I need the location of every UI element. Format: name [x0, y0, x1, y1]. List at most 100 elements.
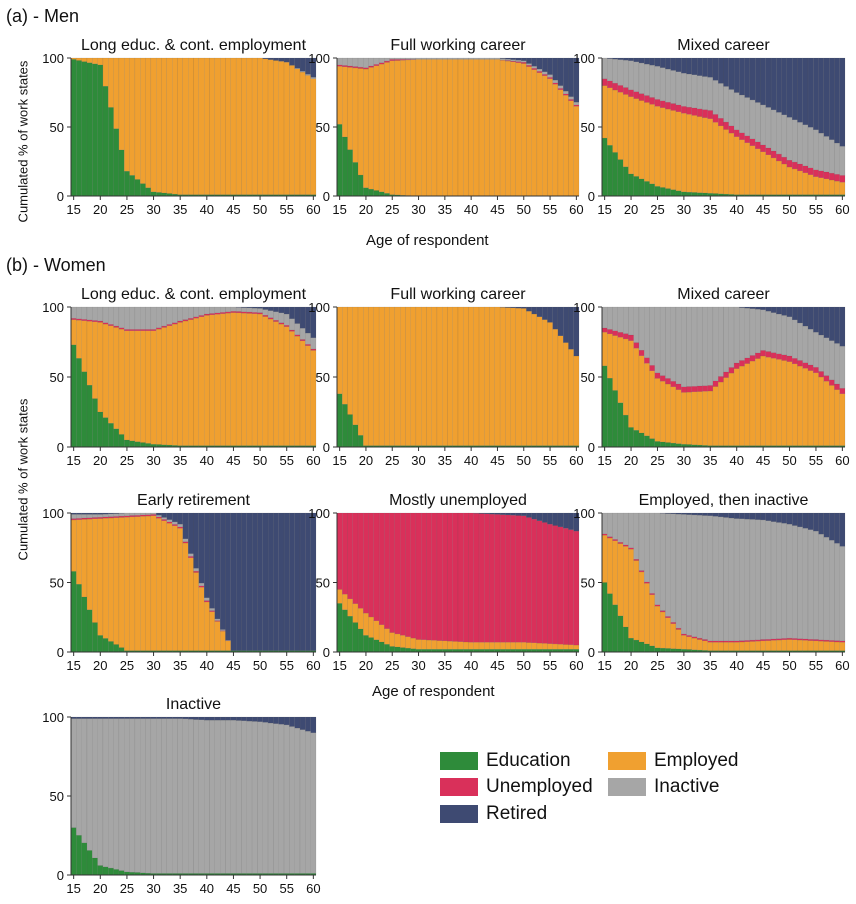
bar-segment-unemployed: [357, 512, 364, 609]
y-tick-label: 0: [57, 440, 64, 455]
x-tick-label: 50: [782, 202, 796, 217]
x-tick-label: 15: [597, 658, 611, 673]
bar-segment-employed: [499, 60, 506, 197]
bar-segment-employed: [691, 391, 698, 445]
bar-segment-inactive: [410, 57, 417, 60]
bar-segment-inactive: [802, 528, 809, 640]
bar-segment-unemployed: [797, 360, 803, 367]
bar-segment-unemployed: [161, 519, 167, 521]
bar-segment-unemployed: [755, 352, 761, 359]
bar-segment-unemployed: [707, 110, 714, 119]
bar-segment-education: [134, 179, 141, 197]
bar-segment-retired: [521, 512, 527, 516]
bar-segment-retired: [92, 512, 98, 515]
bar-segment-unemployed: [644, 95, 650, 103]
bar-segment-inactive: [839, 546, 846, 642]
bar-segment-employed: [108, 57, 114, 108]
bar-segment-inactive: [744, 307, 751, 359]
bar-segment-employed: [781, 360, 788, 446]
bar-segment-retired: [744, 57, 751, 98]
bar-segment-employed: [81, 57, 88, 62]
bar-segment-unemployed: [182, 541, 189, 544]
bar-segment-retired: [765, 306, 772, 312]
bar-segment-unemployed: [696, 637, 703, 640]
bar-segment-employed: [235, 57, 242, 195]
bar-segment-unemployed: [707, 640, 714, 643]
bar-segment-inactive: [177, 523, 183, 528]
bar-segment-unemployed: [628, 89, 634, 97]
bar-segment-inactive: [478, 57, 485, 60]
bar-segment-inactive: [166, 306, 173, 325]
bar-segment-employed: [659, 381, 666, 443]
bar-segment-unemployed: [733, 640, 740, 643]
bar-segment-inactive: [505, 58, 511, 61]
bar-segment-employed: [172, 323, 178, 446]
bar-segment-unemployed: [665, 378, 671, 385]
bar-segment-employed: [86, 321, 93, 386]
panel-title: Mostly unemployed: [389, 492, 527, 509]
bar-segment-unemployed: [781, 156, 788, 165]
bar-segment-retired: [489, 512, 495, 515]
bar-segment-unemployed: [760, 144, 766, 152]
bar-segment-employed: [251, 57, 258, 195]
bar-segment-inactive: [188, 553, 194, 557]
bar-segment-retired: [675, 57, 682, 72]
x-tick-label: 20: [93, 202, 107, 217]
bar-segment-inactive: [257, 308, 263, 313]
bar-segment-unemployed: [702, 109, 708, 118]
bar-segment-employed: [723, 642, 729, 651]
bar-segment-retired: [654, 57, 661, 67]
bar-segment-retired: [834, 57, 840, 144]
x-tick-label: 15: [66, 881, 80, 896]
bar-segment-inactive: [802, 124, 809, 167]
bar-segment-employed: [755, 148, 761, 195]
bar-segment-unemployed: [691, 386, 698, 392]
bar-segment-unemployed: [182, 319, 189, 322]
bar-segment-unemployed: [839, 640, 846, 643]
bar-segment-retired: [278, 512, 285, 651]
bar-segment-retired: [707, 512, 714, 516]
bar-segment-inactive: [102, 306, 109, 323]
bar-segment-inactive: [209, 720, 215, 874]
bar-segment-inactive: [786, 316, 793, 357]
bar-segment-unemployed: [102, 516, 109, 519]
x-tick-label: 15: [332, 202, 346, 217]
bar-segment-employed: [659, 107, 666, 188]
bar-segment-employed: [542, 319, 548, 446]
bar-segment-employed: [489, 642, 495, 650]
x-tick-label: 60: [569, 453, 583, 468]
bar-segment-unemployed: [70, 318, 77, 320]
x-axis-label-men: Age of respondent: [366, 232, 489, 249]
bar-segment-employed: [702, 640, 708, 651]
bar-segment-unemployed: [718, 640, 724, 643]
bar-segment-inactive: [781, 315, 788, 356]
bar-segment-retired: [526, 57, 532, 64]
bar-segment-employed: [452, 59, 459, 197]
bar-segment-education: [150, 191, 157, 197]
bar-segment-education: [145, 187, 152, 197]
bar-segment-retired: [547, 306, 553, 323]
bar-segment-employed: [839, 182, 846, 195]
bar-segment-unemployed: [744, 640, 751, 642]
bar-segment-unemployed: [607, 329, 613, 335]
bar-segment-inactive: [792, 119, 798, 163]
bar-segment-employed: [161, 520, 167, 651]
x-tick-label: 20: [359, 202, 373, 217]
bar-segment-education: [140, 442, 146, 448]
bar-segment-unemployed: [686, 635, 692, 637]
bar-segment-unemployed: [209, 313, 215, 315]
bar-segment-education: [612, 152, 618, 197]
bar-segment-employed: [823, 381, 830, 446]
bar-segment-retired: [294, 57, 301, 69]
bar-segment-education: [659, 187, 666, 197]
bar-segment-retired: [728, 512, 735, 519]
bar-segment-employed: [118, 57, 125, 151]
bar-segment-unemployed: [225, 311, 231, 314]
bar-segment-employed: [457, 641, 464, 650]
bar-segment-inactive: [161, 306, 167, 327]
bar-segment-education: [363, 635, 369, 653]
bar-segment-unemployed: [283, 325, 290, 327]
bar-segment-employed: [447, 59, 453, 197]
bar-segment-retired: [262, 306, 269, 310]
bar-segment-retired: [712, 57, 719, 81]
